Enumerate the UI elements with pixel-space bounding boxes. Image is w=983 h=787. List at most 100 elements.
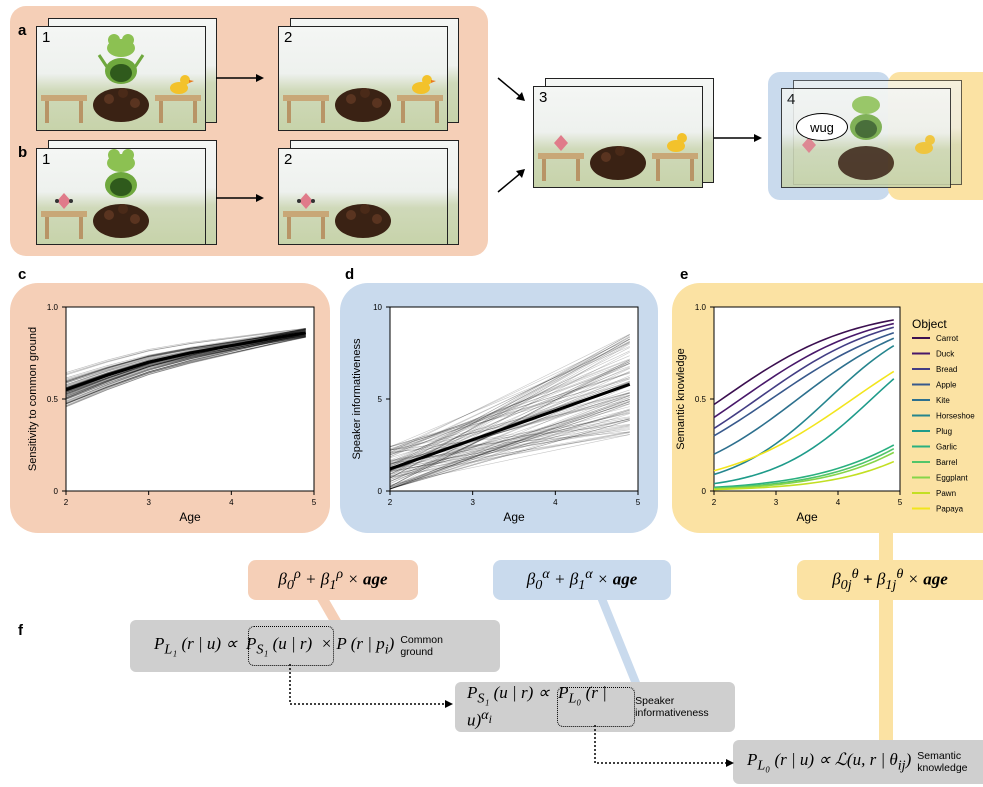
x-tick-label: 3: [774, 498, 779, 507]
formula-box-d: β0α + β1α × age: [493, 560, 671, 600]
posterior-line: [389, 420, 630, 489]
formula-box-e: β0jθ + β1jθ × age: [797, 560, 983, 600]
posterior-line: [389, 400, 630, 478]
posterior-line: [389, 377, 630, 467]
posterior-line: [65, 336, 306, 396]
legend-label: Plug: [936, 427, 952, 436]
posterior-line: [389, 350, 630, 463]
x-tick-label: 3: [470, 498, 475, 507]
y-tick-label: 10: [373, 303, 382, 312]
posterior-line: [389, 431, 630, 475]
scene-number: 3: [539, 89, 548, 106]
posterior-line: [389, 362, 630, 456]
scene-a1: 1: [36, 26, 206, 131]
posterior-line: [65, 333, 306, 405]
posterior-line: [65, 333, 306, 396]
series-line-pawn: [713, 460, 895, 491]
arrow-up-right-icon: [497, 169, 525, 193]
duck-icon: [170, 75, 194, 94]
equation-box-1: PL₁ (r | u) ∝ PS₁ (u | r) × P (r | pi) C…: [130, 620, 500, 672]
posterior-line: [389, 378, 630, 447]
kite-icon: [802, 137, 816, 153]
legend-label: Eggplant: [936, 474, 968, 483]
x-tick-label: 2: [64, 498, 69, 507]
posterior-line: [389, 409, 630, 482]
posterior-line: [65, 333, 306, 405]
scene-number: 2: [284, 29, 293, 46]
posterior-line: [389, 423, 630, 451]
posterior-line: [389, 392, 630, 477]
posterior-line: [389, 418, 630, 490]
posterior-line: [65, 336, 306, 407]
posterior-line: [389, 401, 630, 488]
posterior-line: [389, 334, 630, 471]
posterior-line: [389, 395, 630, 490]
rock-pile-icon: [93, 88, 149, 122]
posterior-line: [65, 334, 306, 404]
posterior-line: [389, 397, 630, 490]
posterior-line: [389, 358, 630, 453]
panel-label-d: d: [345, 266, 355, 283]
plot-area: [389, 306, 639, 492]
posterior-line: [65, 331, 306, 383]
posterior-line: [389, 426, 630, 473]
posterior-line: [389, 363, 630, 461]
kite-icon: [297, 193, 315, 209]
posterior-line: [389, 359, 630, 490]
y-tick-label: 0: [378, 487, 383, 496]
table-icon: [41, 95, 87, 123]
posterior-line: [389, 351, 630, 479]
posterior-line: [389, 403, 630, 490]
posterior-line: [389, 372, 630, 448]
x-tick-label: 2: [712, 498, 717, 507]
scene-a2: 2: [278, 26, 448, 131]
scene-number: 1: [42, 29, 51, 46]
posterior-line: [65, 333, 306, 399]
equation-box-3: PL₀ (r | u) ∝ ℒ(u, r | θij) Semantic kno…: [733, 740, 983, 784]
equation-1-highlight: [248, 626, 334, 666]
posterior-line: [65, 333, 306, 397]
legend-label: Carrot: [936, 334, 959, 343]
series-line-horseshoe: [713, 344, 895, 476]
y-tick-label: 0.5: [695, 395, 707, 404]
scene-b1-illustration: [41, 149, 149, 239]
legend-label: Papaya: [936, 505, 964, 514]
x-tick-label: 5: [312, 498, 317, 507]
posterior-line: [65, 330, 306, 383]
scene-b1: 1: [36, 148, 206, 245]
posterior-line: [389, 355, 630, 458]
posterior-line: [389, 335, 630, 477]
frog-icon: [97, 34, 145, 84]
x-axis-label: Age: [796, 510, 818, 524]
y-tick-label: 1.0: [47, 303, 59, 312]
posterior-line: [65, 334, 306, 393]
equation-1-text: PL₁ (r | u) ∝ PS₁ (u | r) × P (r | pi): [154, 633, 395, 658]
posterior-line: [389, 346, 630, 448]
panel-label-c: c: [18, 266, 27, 283]
formula-c: β0ρ + β1ρ × age: [278, 565, 388, 594]
series-line-eggplant: [713, 451, 895, 490]
scene-number: 4: [787, 91, 796, 108]
chart-e: 2 3 4 5 0 0.5 1.0 Age Semantic knowledge Object Ca…: [675, 303, 975, 524]
x-tick-label: 4: [553, 498, 558, 507]
series-line-bread: [713, 326, 895, 430]
chart-d: 2 3 4 5 0 5 10 Age Speaker informativeness: [351, 303, 641, 524]
posterior-line: [389, 336, 630, 465]
posterior-line: [389, 401, 630, 487]
posterior-line: [389, 342, 630, 466]
table-icon: [652, 153, 698, 181]
posterior-line: [389, 394, 630, 462]
posterior-line: [389, 338, 630, 475]
arrow-right-icon: [214, 190, 264, 208]
posterior-line: [65, 336, 306, 407]
posterior-line: [389, 420, 630, 465]
scene-4: 4: [781, 88, 951, 188]
table-icon: [155, 95, 201, 123]
series-line-carrot: [713, 319, 894, 406]
posterior-line: [65, 328, 306, 400]
rock-pile-icon: [335, 204, 391, 238]
posterior-line: [389, 372, 630, 455]
series-line-kite: [713, 337, 895, 455]
scene-a1-illustration: [41, 34, 201, 123]
posterior-line: [65, 328, 306, 386]
